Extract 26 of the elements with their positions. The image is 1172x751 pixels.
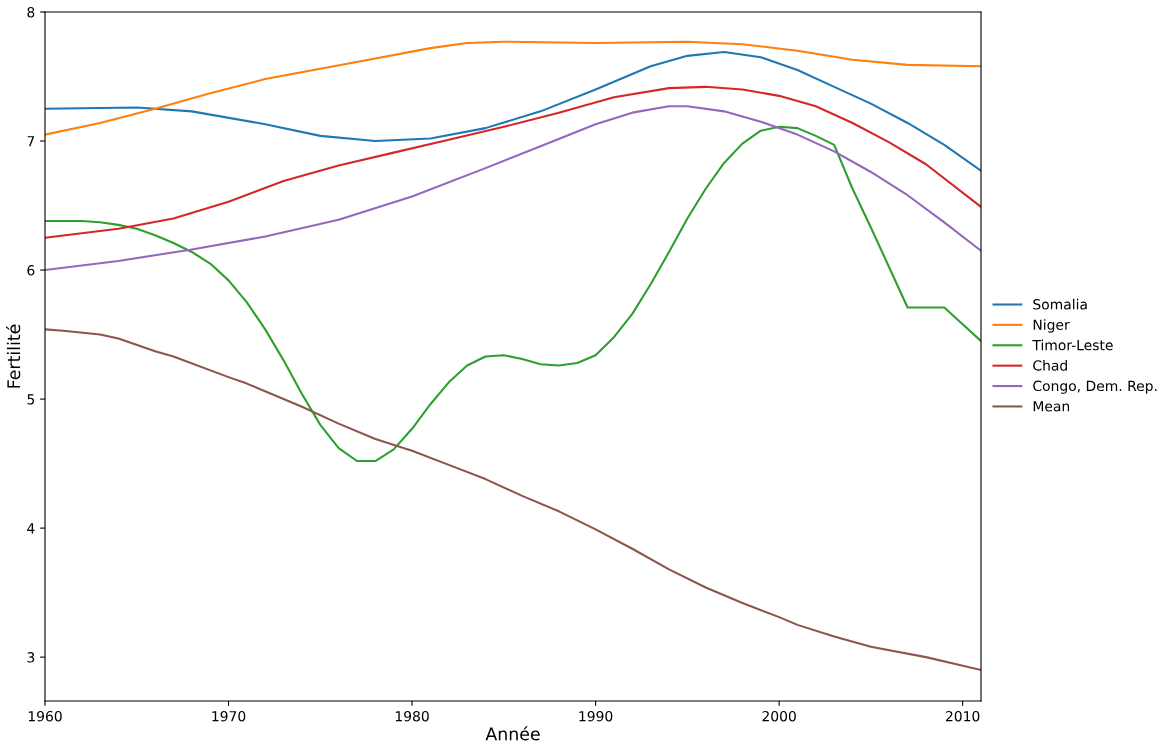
legend-label: Niger xyxy=(1033,319,1070,333)
x-tick-label: 2000 xyxy=(762,710,796,722)
y-axis-title: Fertilité xyxy=(6,324,21,388)
x-tick-label: 1960 xyxy=(28,710,62,722)
x-tick-label: 1990 xyxy=(579,710,613,722)
x-tick-label: 1970 xyxy=(212,710,246,722)
line-series xyxy=(45,50,981,172)
y-tick-label: 3 xyxy=(27,652,35,663)
y-tick-label: 4 xyxy=(27,523,35,534)
legend-label: Chad xyxy=(1033,359,1067,371)
legend-label: Mean xyxy=(1033,401,1070,412)
line-series xyxy=(45,105,981,272)
y-tick-label: 6 xyxy=(27,265,35,276)
x-tick-label: 1980 xyxy=(395,710,429,722)
line-series xyxy=(45,328,981,672)
y-tick-label: 8 xyxy=(27,6,35,18)
legend-label: Somalia xyxy=(1033,298,1087,310)
line-series xyxy=(45,40,981,136)
legend-label: Timor-Leste xyxy=(1032,339,1113,351)
line-series xyxy=(45,125,981,463)
y-tick-label: 7 xyxy=(27,136,35,147)
x-axis-title: Année xyxy=(485,726,540,741)
line-series xyxy=(45,85,981,239)
y-tick-label: 5 xyxy=(27,394,35,405)
legend-label: Congo, Dem. Rep. xyxy=(1033,380,1157,394)
x-tick-label: 2010 xyxy=(945,710,980,722)
